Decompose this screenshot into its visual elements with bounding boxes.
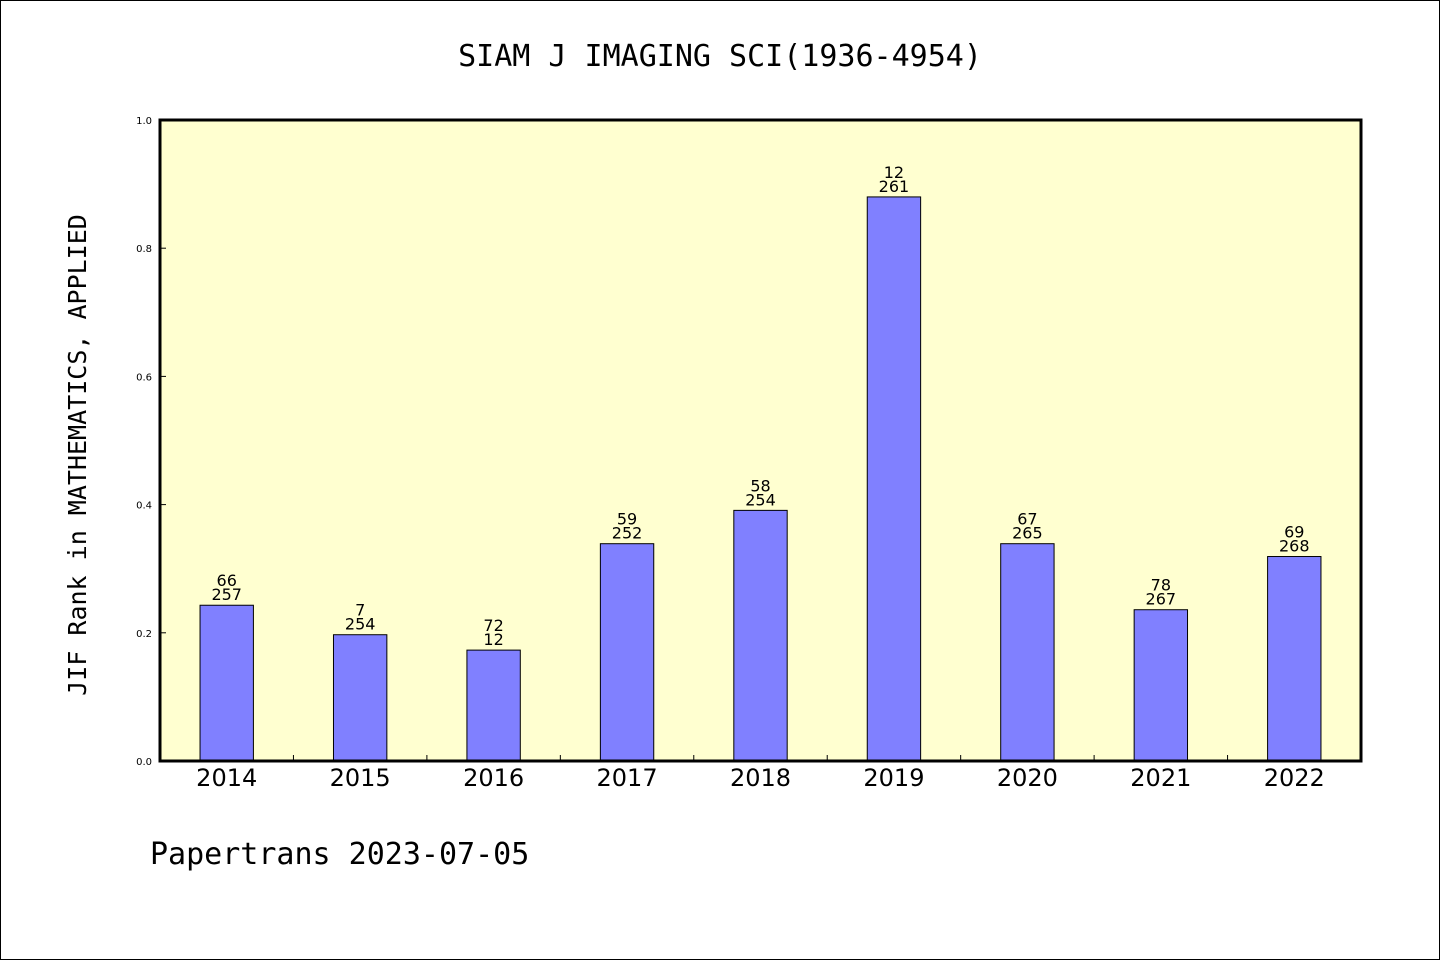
bar-label-total: 252 bbox=[612, 524, 643, 543]
y-tick-label: 0.2 bbox=[136, 629, 152, 640]
bar-2018 bbox=[733, 509, 788, 762]
bar-label-total: 268 bbox=[1279, 537, 1310, 556]
bar-label-rank: 59 bbox=[617, 510, 637, 529]
footer-credit: Papertrans 2023-07-05 bbox=[150, 837, 529, 872]
x-tick-label: 2015 bbox=[330, 764, 391, 792]
y-tick-label: 0.8 bbox=[136, 244, 152, 255]
bar-label-rank: 7 bbox=[355, 601, 365, 620]
x-tick-label: 2019 bbox=[863, 764, 924, 792]
x-tick-label: 2018 bbox=[730, 764, 791, 792]
y-tick-label: 0.4 bbox=[136, 501, 152, 512]
x-tick-label: 2014 bbox=[196, 764, 257, 792]
x-tick-label: 2016 bbox=[463, 764, 524, 792]
bar-label-total: 254 bbox=[345, 615, 376, 634]
bar-2020 bbox=[1000, 543, 1055, 762]
bar-2022 bbox=[1267, 556, 1322, 762]
bar-label-total: 12 bbox=[483, 630, 503, 649]
bar-2021 bbox=[1133, 609, 1189, 762]
y-tick-label: 0.0 bbox=[136, 757, 152, 768]
bars-group bbox=[199, 196, 1322, 762]
bar-label-total: 265 bbox=[1012, 524, 1043, 543]
bar-label-rank: 58 bbox=[750, 476, 770, 495]
bar-label-rank: 78 bbox=[1151, 576, 1171, 595]
bar-label-rank: 66 bbox=[217, 571, 237, 590]
bar-2017 bbox=[599, 543, 655, 762]
bar-label-rank: 69 bbox=[1284, 523, 1304, 542]
y-axis-label: JIF Rank in MATHEMATICS, APPLIED bbox=[63, 214, 92, 696]
x-axis-ticks: 2014 2015 2016 2017 2018 2019 2020 2021 2022 bbox=[196, 755, 1325, 792]
bar-label-total: 267 bbox=[1146, 590, 1177, 609]
bar-label-rank: 12 bbox=[884, 163, 904, 182]
x-tick-label: 2020 bbox=[997, 764, 1058, 792]
y-tick-label: 0.6 bbox=[136, 372, 152, 383]
bar-2014 bbox=[199, 604, 254, 762]
plot-border bbox=[158, 118, 1363, 763]
x-tick-label: 2022 bbox=[1264, 764, 1325, 792]
bar-label-total: 257 bbox=[211, 585, 242, 604]
y-tick-label: 1.0 bbox=[136, 116, 152, 127]
bar-label-rank: 72 bbox=[483, 616, 503, 635]
bar-label-total: 261 bbox=[879, 177, 910, 196]
bar-label-rank: 67 bbox=[1017, 510, 1037, 529]
bar-label-total: 254 bbox=[745, 490, 776, 509]
x-tick-label: 2017 bbox=[597, 764, 658, 792]
x-tick-label: 2021 bbox=[1130, 764, 1191, 792]
bar-2016 bbox=[466, 649, 521, 762]
bar-2019 bbox=[866, 196, 922, 762]
chart-title: SIAM J IMAGING SCI(1936-4954) bbox=[458, 39, 982, 74]
bar-2015 bbox=[332, 634, 388, 762]
